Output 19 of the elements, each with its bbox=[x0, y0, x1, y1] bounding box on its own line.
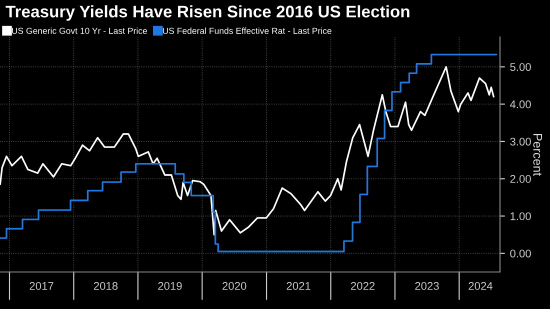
y-tick-label: 5.00 bbox=[510, 63, 531, 71]
y-tick-label: 3.00 bbox=[510, 138, 531, 146]
legend-label: US Generic Govt 10 Yr - Last Price bbox=[12, 28, 147, 34]
y-tick-label: 4.00 bbox=[510, 100, 531, 108]
x-tick-label: 2024 bbox=[468, 282, 493, 290]
x-tick-label: 2021 bbox=[286, 282, 310, 290]
legend-label: US Federal Funds Effective Rat - Last Price bbox=[162, 28, 332, 34]
x-tick-label: 2022 bbox=[350, 282, 375, 290]
x-tick-label: 2018 bbox=[94, 282, 118, 290]
x-tick-label: 2023 bbox=[415, 282, 439, 290]
y-tick-label: 0.00 bbox=[510, 250, 531, 258]
x-tick-label: 2019 bbox=[158, 282, 182, 290]
y-tick-label: 1.00 bbox=[510, 212, 531, 220]
x-tick-label: 2017 bbox=[30, 282, 54, 290]
y-axis-title: Percent bbox=[533, 134, 542, 176]
chart-title: Treasury Yields Have Risen Since 2016 US Election bbox=[6, 5, 410, 21]
y-tick-label: 2.00 bbox=[510, 175, 531, 183]
x-tick-label: 2020 bbox=[222, 282, 246, 290]
line-series bbox=[0, 66, 494, 236]
